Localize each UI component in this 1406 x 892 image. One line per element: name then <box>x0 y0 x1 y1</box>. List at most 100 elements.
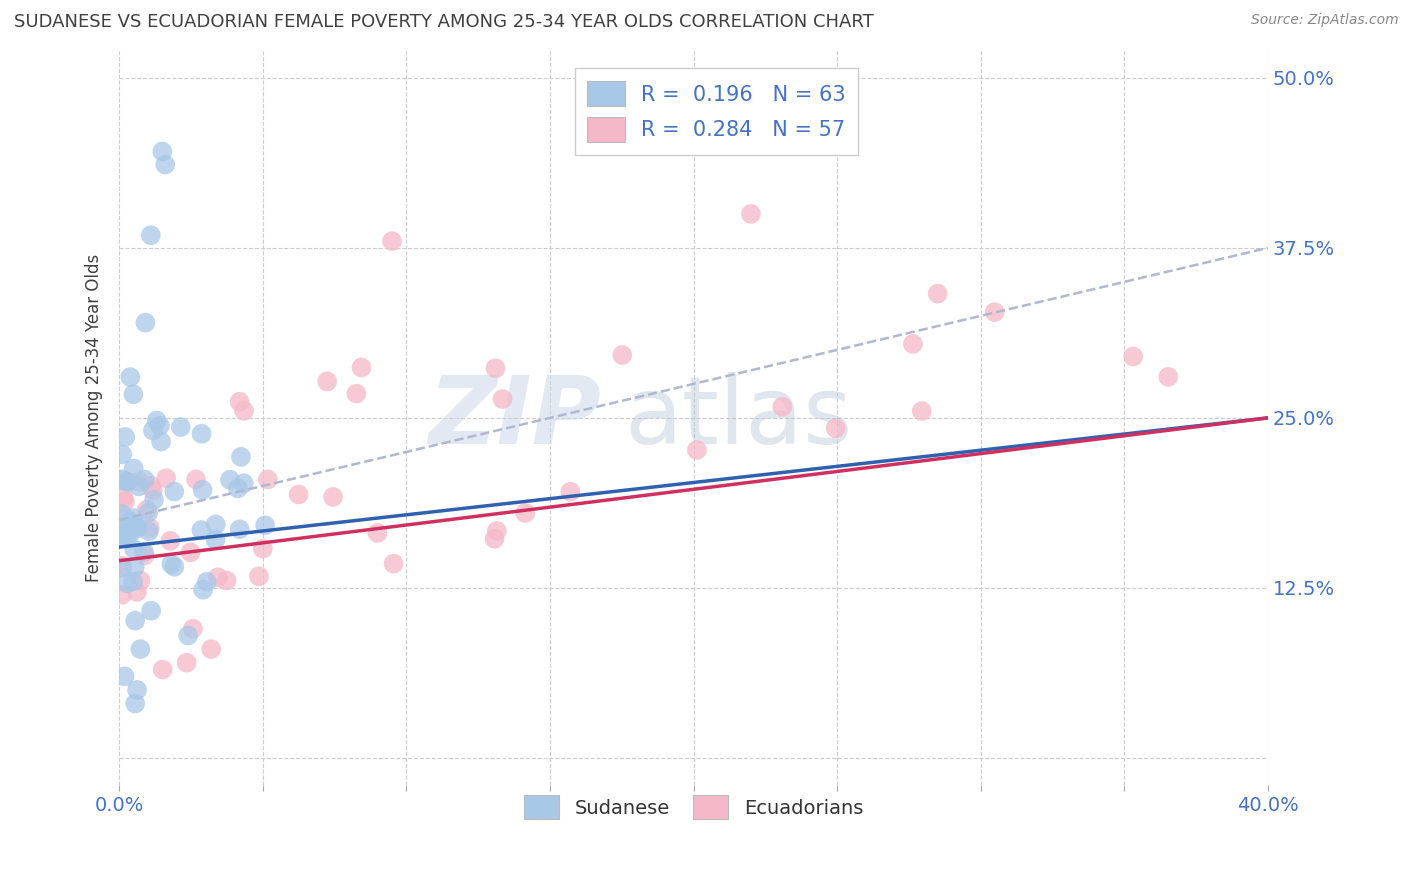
Point <box>132 545 155 559</box>
Point <box>740 79 762 94</box>
Point <box>145 413 167 427</box>
Point <box>129 574 152 588</box>
Point <box>228 394 250 409</box>
Point <box>134 473 156 487</box>
Point <box>111 588 134 602</box>
Point <box>257 472 280 486</box>
Point <box>114 494 136 508</box>
Point <box>118 515 141 529</box>
Point <box>128 479 150 493</box>
Point <box>122 542 145 557</box>
Point <box>139 228 162 243</box>
Point <box>911 404 934 418</box>
Point <box>118 514 141 528</box>
Point <box>366 525 388 540</box>
Point <box>322 490 344 504</box>
Point <box>163 559 186 574</box>
Point <box>381 234 404 248</box>
Point <box>135 502 157 516</box>
Point <box>983 305 1005 319</box>
Point <box>122 387 145 401</box>
Point <box>125 520 148 534</box>
Point <box>177 628 200 642</box>
Point <box>139 479 162 493</box>
Point <box>191 483 214 497</box>
Point <box>181 622 204 636</box>
Point <box>142 483 165 498</box>
Point <box>111 561 134 575</box>
Point <box>491 392 513 406</box>
Point <box>247 569 270 583</box>
Point <box>740 207 762 221</box>
Point <box>207 570 229 584</box>
Point <box>111 527 134 541</box>
Point <box>229 450 252 464</box>
Point <box>115 576 138 591</box>
Point <box>143 492 166 507</box>
Point <box>160 557 183 571</box>
Point <box>219 473 242 487</box>
Point <box>114 430 136 444</box>
Point <box>115 475 138 489</box>
Point <box>515 506 537 520</box>
Point <box>190 426 212 441</box>
Point <box>232 476 254 491</box>
Point <box>176 656 198 670</box>
Point <box>770 400 793 414</box>
Point <box>254 518 277 533</box>
Point <box>114 669 136 683</box>
Point <box>382 557 405 571</box>
Point <box>204 533 226 547</box>
Text: SUDANESE VS ECUADORIAN FEMALE POVERTY AMONG 25-34 YEAR OLDS CORRELATION CHART: SUDANESE VS ECUADORIAN FEMALE POVERTY AM… <box>14 13 873 31</box>
Point <box>686 442 709 457</box>
Point <box>149 418 172 433</box>
Point <box>180 545 202 559</box>
Point <box>125 682 148 697</box>
Point <box>228 522 250 536</box>
Point <box>287 487 309 501</box>
Point <box>124 697 146 711</box>
Point <box>129 642 152 657</box>
Point <box>112 491 135 505</box>
Text: Source: ZipAtlas.com: Source: ZipAtlas.com <box>1251 13 1399 28</box>
Point <box>111 472 134 486</box>
Point <box>122 461 145 475</box>
Point <box>184 472 207 486</box>
Point <box>114 528 136 542</box>
Point <box>111 512 134 526</box>
Point <box>927 286 949 301</box>
Point <box>170 420 193 434</box>
Point <box>485 524 508 538</box>
Point <box>612 348 634 362</box>
Point <box>134 316 156 330</box>
Point <box>120 370 142 384</box>
Point <box>163 484 186 499</box>
Point <box>1157 369 1180 384</box>
Point <box>344 386 367 401</box>
Point <box>252 541 274 556</box>
Point <box>159 533 181 548</box>
Point <box>233 404 256 418</box>
Point <box>117 475 139 489</box>
Point <box>122 574 145 589</box>
Point <box>1122 350 1144 364</box>
Point <box>118 527 141 541</box>
Text: ZIP: ZIP <box>429 372 602 464</box>
Point <box>115 532 138 546</box>
Point <box>204 517 226 532</box>
Point <box>560 484 582 499</box>
Point <box>111 447 134 461</box>
Point <box>128 475 150 489</box>
Point <box>155 471 177 485</box>
Point <box>122 511 145 525</box>
Point <box>155 157 177 171</box>
Point <box>215 574 238 588</box>
Point <box>141 604 163 618</box>
Text: atlas: atlas <box>624 372 853 464</box>
Point <box>112 525 135 540</box>
Point <box>111 507 134 521</box>
Point <box>118 522 141 536</box>
Point <box>111 473 134 487</box>
Point <box>125 585 148 599</box>
Point <box>142 424 165 438</box>
